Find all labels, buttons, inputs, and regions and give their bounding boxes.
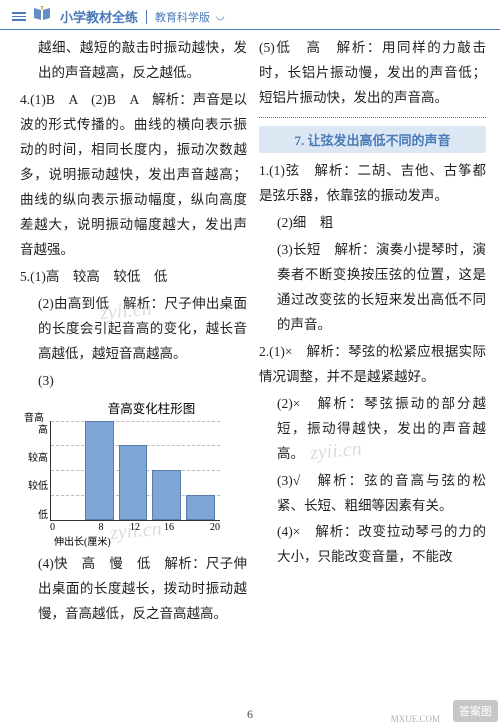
body-text: (3) xyxy=(20,369,247,394)
content-columns: 越细、越短的敲击时振动越快，发出的声音越高，反之越低。 4.(1)B A (2)… xyxy=(0,30,500,628)
header-subtitle: 教育科学版 xyxy=(155,9,210,25)
body-text: 4.(1)B A (2)B A 解析：声音是以波的形式传播的。曲线的横向表示振动… xyxy=(20,88,247,263)
header-dot-icon: ◡ xyxy=(216,11,225,22)
y-tick-label: 较低 xyxy=(24,477,48,492)
body-text: (2)细 粗 xyxy=(259,211,486,236)
body-text: (1)高 较高 较低 低 xyxy=(30,269,167,284)
body-text: 5.(1)高 较高 较低 低 xyxy=(20,265,247,290)
x-tick-label: 20 xyxy=(186,522,220,533)
corner-badge: 答案图 xyxy=(453,700,498,722)
body-text: (2)由高到低 解析：尺子伸出桌面的长度会引起音高的变化，越长音高越低，越短音高… xyxy=(20,292,247,367)
chart-title: 音高变化柱形图 xyxy=(56,398,247,417)
chart-bar xyxy=(152,470,181,520)
body-text: (3)√ 解析：弦的音高与弦的松紧、长短、粗细等因素有关。 xyxy=(259,469,486,519)
header-title: 小学教材全练 xyxy=(60,7,138,26)
y-tick-label: 较高 xyxy=(24,449,48,464)
body-text: (1)× 解析：琴弦的松紧应根据实际情况调整，并不是越紧越好。 xyxy=(259,344,486,384)
bar-chart: 音高 高 较高 较低 低 0 8 12 xyxy=(24,421,247,548)
dotted-line xyxy=(259,117,486,118)
chart-plot-area xyxy=(50,421,220,521)
body-text: 1.(1)弦 解析：二胡、吉他、古筝都是弦乐器，依靠弦的振动发声。 xyxy=(259,159,486,209)
corner-sub-text: MXUE.COM xyxy=(391,714,440,724)
item-number: 1. xyxy=(259,163,269,178)
item-number: 4. xyxy=(20,92,30,107)
chart-bar xyxy=(85,421,114,520)
body-text: (4)快 高 慢 低 解析：尺子伸出桌面的长度越长，拨动时振动越慢，音高越低，反… xyxy=(20,552,247,627)
y-axis-labels: 高 较高 较低 低 xyxy=(24,421,50,521)
body-text: 2.(1)× 解析：琴弦的松紧应根据实际情况调整，并不是越紧越好。 xyxy=(259,340,486,390)
header-lines-icon xyxy=(12,12,26,21)
header-divider xyxy=(146,10,147,24)
page-header: 小学教材全练 教育科学版 ◡ xyxy=(0,0,500,30)
body-text: (3)长短 解析：演奏小提琴时，演奏者不断变换按压弦的位置，这是通过改变弦的长短… xyxy=(259,238,486,338)
right-column: (5)低 高 解析：用同样的力敲击时，长铝片振动慢，发出的声音低；短铝片振动快，… xyxy=(259,36,486,628)
body-text: (4)× 解析：改变拉动琴弓的力的大小，只能改变音量，不能改 xyxy=(259,520,486,570)
gridline xyxy=(51,421,220,422)
x-axis-label: 伸出长(厘米) xyxy=(54,533,247,548)
x-tick-label: 16 xyxy=(152,522,186,533)
x-tick-label: 0 xyxy=(50,522,84,533)
y-axis-label: 音高 xyxy=(24,409,44,424)
item-number: 5. xyxy=(20,269,30,284)
y-tick-label: 低 xyxy=(24,506,48,521)
left-column: 越细、越短的敲击时振动越快，发出的声音越高，反之越低。 4.(1)B A (2)… xyxy=(20,36,247,628)
chart-bar xyxy=(119,445,148,519)
body-text: (1)B A (2)B A 解析：声音是以波的形式传播的。曲线的横向表示振动的时… xyxy=(20,92,247,257)
x-axis-labels: 0 8 12 16 20 xyxy=(50,521,220,533)
section-divider xyxy=(259,117,486,118)
page-number: 6 xyxy=(247,707,253,722)
body-text: 越细、越短的敲击时振动越快，发出的声音越高，反之越低。 xyxy=(20,36,247,86)
body-text: (5)低 高 解析：用同样的力敲击时，长铝片振动慢，发出的声音低；短铝片振动快，… xyxy=(259,36,486,111)
book-icon xyxy=(32,6,52,27)
item-number: 2. xyxy=(259,344,269,359)
chart-bar xyxy=(186,495,215,520)
x-tick-label: 8 xyxy=(84,522,118,533)
body-text: (2)× 解析：琴弦振动的部分越短，振动得越快，发出的声音越高。 xyxy=(259,392,486,467)
section-header: 7. 让弦发出高低不同的声音 xyxy=(259,126,486,153)
x-tick-label: 12 xyxy=(118,522,152,533)
body-text: (1)弦 解析：二胡、吉他、古筝都是弦乐器，依靠弦的振动发声。 xyxy=(259,163,486,203)
